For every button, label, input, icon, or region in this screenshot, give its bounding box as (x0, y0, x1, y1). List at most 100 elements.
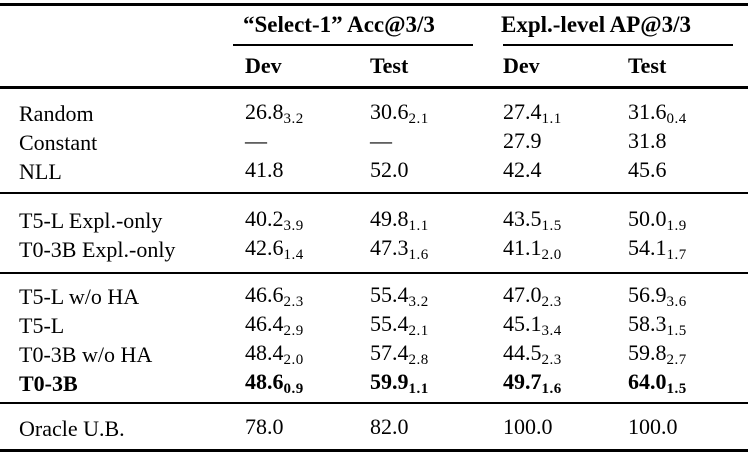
cell-value: 50.01.9 (628, 206, 687, 234)
cell-subscript: 2.3 (541, 352, 562, 368)
cell-subscript: 1.1 (408, 381, 429, 397)
table-row: Oracle U.B. 78.0 82.0 100.0 100.0 (19, 412, 748, 441)
row-label: T0-3B w/o HA (19, 342, 153, 367)
cell-value: 31.8 (628, 128, 667, 153)
cell-value: 47.31.6 (370, 235, 429, 263)
row-label: T5-L w/o HA (19, 284, 140, 309)
subcolumn-header-test-1: Test (370, 53, 409, 78)
cell-value: 78.0 (245, 414, 284, 439)
row-label: T5-L (19, 313, 65, 338)
column-group-header-expl-level: Expl.-level AP@3/3 (501, 12, 692, 37)
cell-subscript: 0.9 (283, 381, 304, 397)
cell-subscript: 2.8 (408, 352, 429, 368)
cell-subscript: 1.7 (666, 247, 687, 263)
table-row: T5-L Expl.-only 40.23.9 49.81.1 43.51.5 … (19, 204, 748, 234)
column-group-header-select1: “Select-1” Acc@3/3 (243, 12, 435, 37)
subcolumn-header-test-2: Test (628, 53, 667, 78)
table-row: T0-3B w/o HA 48.42.0 57.42.8 44.52.3 59.… (19, 338, 748, 368)
cell-subscript: 2.0 (541, 247, 562, 263)
top-rule (0, 3, 748, 6)
cell-subscript: 2.1 (408, 111, 429, 127)
cell-value: 40.23.9 (245, 206, 304, 234)
cell-subscript: 1.5 (541, 218, 562, 234)
section-oracle: Oracle U.B. 78.0 82.0 100.0 100.0 (19, 404, 748, 449)
cell-value: 57.42.8 (370, 340, 429, 368)
row-label: NLL (19, 159, 62, 184)
table-row: Random 26.83.2 30.62.1 27.41.1 31.60.4 (19, 97, 748, 127)
cell-subscript: 2.7 (666, 352, 687, 368)
cell-subscript: 3.6 (666, 294, 687, 310)
section-rule (0, 402, 748, 404)
cell-value: 27.41.1 (503, 99, 562, 127)
cell-subscript: 1.1 (408, 218, 429, 234)
cell-subscript: 3.2 (408, 294, 429, 310)
cell-value: 41.8 (245, 157, 284, 182)
cmidrule-expl-level (503, 44, 733, 46)
cell-value: 49.81.1 (370, 206, 429, 234)
table-row-best: T0-3B 48.60.9 59.91.1 49.71.6 64.01.5 (19, 367, 748, 397)
section-main-models: T5-L w/o HA 46.62.3 55.43.2 47.02.3 56.9… (19, 274, 748, 402)
table-row: T0-3B Expl.-only 42.61.4 47.31.6 41.12.0… (19, 233, 748, 263)
cell-value: 59.82.7 (628, 340, 687, 368)
subcolumn-header-dev-1: Dev (245, 53, 282, 78)
cell-value: 46.62.3 (245, 282, 304, 310)
cell-subscript: 1.5 (666, 381, 687, 397)
row-label: Oracle U.B. (19, 416, 125, 441)
cell-subscript: 1.6 (541, 381, 562, 397)
cell-value: 54.11.7 (628, 235, 687, 263)
cell-value: 82.0 (370, 414, 409, 439)
cell-value: 48.60.9 (245, 369, 304, 397)
row-label: Constant (19, 130, 98, 155)
cell-value: 41.12.0 (503, 235, 562, 263)
cell-subscript: 2.1 (408, 323, 429, 339)
cell-subscript: 3.9 (283, 218, 304, 234)
cell-value: 47.02.3 (503, 282, 562, 310)
cell-subscript: 1.1 (541, 111, 562, 127)
cell-subscript: 2.9 (283, 323, 304, 339)
section-rule (0, 192, 748, 194)
table-row: T5-L 46.42.9 55.42.1 45.13.4 58.31.5 (19, 309, 748, 339)
cell-value: 64.01.5 (628, 369, 687, 397)
section-expl-only: T5-L Expl.-only 40.23.9 49.81.1 43.51.5 … (19, 194, 748, 272)
table-row: Constant — — 27.9 31.8 (19, 126, 748, 155)
cell-subscript: 1.5 (666, 323, 687, 339)
table-row: NLL 41.8 52.0 42.4 45.6 (19, 155, 748, 184)
cell-subscript: 1.6 (408, 247, 429, 263)
section-rule (0, 272, 748, 274)
row-label: T0-3B (19, 371, 78, 396)
cell-value: 44.52.3 (503, 340, 562, 368)
row-label: T5-L Expl.-only (19, 208, 163, 233)
row-label: T0-3B Expl.-only (19, 237, 176, 262)
cmidrule-select1 (233, 44, 473, 46)
cell-value: 45.13.4 (503, 311, 562, 339)
cell-value: 46.42.9 (245, 311, 304, 339)
cell-subscript: 3.4 (541, 323, 562, 339)
cell-value: 49.71.6 (503, 369, 562, 397)
cell-subscript: 0.4 (666, 111, 687, 127)
header-separator-rule (0, 86, 748, 89)
cell-value: 42.61.4 (245, 235, 304, 263)
cell-subscript: 2.3 (283, 294, 304, 310)
cell-subscript: 1.4 (283, 247, 304, 263)
cell-subscript: 2.3 (541, 294, 562, 310)
cell-value: 100.0 (503, 414, 553, 439)
cell-subscript: 3.2 (283, 111, 304, 127)
subcolumn-header-dev-2: Dev (503, 53, 540, 78)
cell-value: 48.42.0 (245, 340, 304, 368)
cmidrule-row (19, 44, 748, 46)
cell-value: 42.4 (503, 157, 542, 182)
cell-subscript: 2.0 (283, 352, 304, 368)
cell-value: 30.62.1 (370, 99, 429, 127)
column-group-header-row: “Select-1” Acc@3/3 Expl.-level AP@3/3 (19, 6, 748, 44)
cell-value: 43.51.5 (503, 206, 562, 234)
cell-value: 55.43.2 (370, 282, 429, 310)
table-row: T5-L w/o HA 46.62.3 55.43.2 47.02.3 56.9… (19, 280, 748, 310)
cell-value: 55.42.1 (370, 311, 429, 339)
bottom-rule (0, 449, 748, 452)
cell-value: 56.93.6 (628, 282, 687, 310)
cell-value: 27.9 (503, 128, 542, 153)
cell-value: 58.31.5 (628, 311, 687, 339)
cell-value: 100.0 (628, 414, 678, 439)
cell-value: — (245, 128, 267, 153)
